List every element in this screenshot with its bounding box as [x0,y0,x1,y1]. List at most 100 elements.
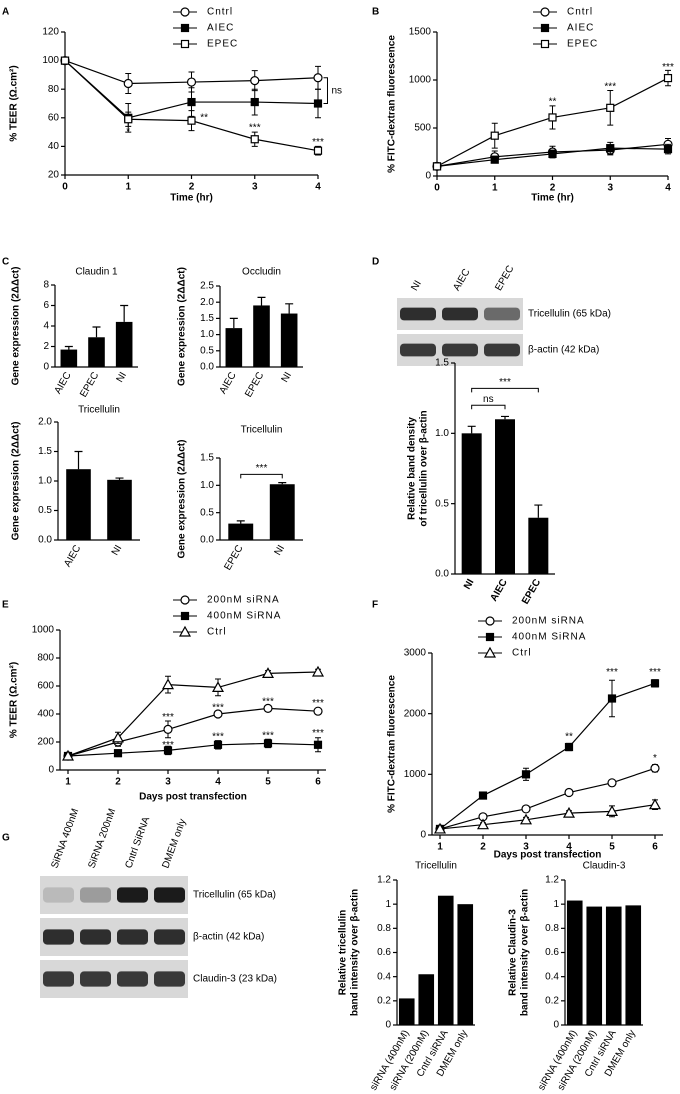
legend-marker [540,7,550,17]
y-tick-label: 1.0 [200,329,214,340]
legend-label: EPEC [567,39,598,50]
x-tick-label: 1 [65,777,71,788]
point [113,749,123,758]
band [442,307,478,321]
chart-title: Occludin [242,267,281,278]
y-tick-label: 0.5 [200,507,214,518]
point [313,73,323,83]
point [476,818,490,830]
y-tick-label: 0 [385,1020,391,1031]
band-label: β-actin (42 kDa) [528,345,599,356]
point [311,665,325,677]
lane-label: NI [409,279,424,293]
error-bar [534,504,543,518]
legend-marker [485,616,495,626]
annotation: *** [162,740,174,751]
annotation: * [126,127,130,138]
y-tick-label: 8 [43,280,49,291]
x-tick-label: NI [462,577,477,591]
x-tick-label: 3 [523,842,529,853]
lane-label: AIEC [451,267,472,293]
x-tick-label: 4 [215,777,221,788]
annotation: * [653,753,657,764]
band [117,971,148,987]
y-tick-label: 1.5 [38,446,52,457]
y-tick-label: 0 [425,171,431,182]
annotation: *** [604,81,616,92]
x-tick-label: EPEC [222,543,245,572]
annotation: *** [312,137,324,148]
band [154,929,185,945]
error-bar [92,326,101,338]
y-tick-label: 80 [48,84,60,95]
y-axis-label: % TEER (Ω.cm²) [9,65,20,141]
lane-label: SiRNA 200nM [86,807,118,870]
y-tick-label: 0.6 [545,947,559,958]
annotation: *** [662,62,674,73]
bar [495,419,515,574]
bracket [471,404,506,410]
error-bar [74,450,83,470]
y-tick-label: 1500 [409,27,432,38]
legend-label: 400nM SiRNA [207,611,281,622]
y-tick-label: 0.2 [545,995,559,1006]
x-tick-label: 3 [252,182,258,193]
error-bar [115,477,124,480]
point [433,822,447,834]
y-tick-label: 500 [414,123,431,134]
y-tick-label: 4 [43,321,49,332]
band [43,929,74,945]
point [648,798,662,810]
point [519,813,533,825]
y-axis-label: Gene expression (2ΔΔct) [11,422,22,541]
x-tick-label: 2 [480,842,486,853]
x-tick-label: 3 [165,777,171,788]
legend-label: 200nM siRNA [512,616,585,627]
bar [107,479,132,540]
panel-label: F [372,600,378,611]
legend-marker [180,595,190,605]
band-label: Tricellulin (65 kDa) [528,309,611,320]
legend-marker [180,39,190,49]
y-tick-label: 60 [48,112,60,123]
point [250,76,260,86]
bracket-label: ns [331,85,342,96]
y-axis-label: Gene expression (2ΔΔct) [177,267,188,386]
y-tick-label: 20 [48,170,60,181]
legend-marker [485,632,495,642]
bar [566,900,583,1025]
band [80,929,111,945]
point [606,144,615,153]
error-bar [236,520,245,524]
bar [461,433,482,574]
point [650,679,660,688]
x-tick-label: EPEC [520,577,543,606]
point [163,746,173,755]
band [400,307,436,321]
y-tick-label: 1 [385,899,391,910]
x-tick-label: 6 [652,842,658,853]
point [313,99,323,108]
point [663,145,673,154]
legend-label: AIEC [567,23,594,34]
x-tick-label: 1 [492,183,498,194]
x-axis-label: Time (hr) [170,193,213,204]
y-tick-label: 1.0 [200,480,214,491]
y-tick-label: 400 [37,709,54,720]
bar [398,998,415,1025]
point [187,97,196,107]
legend-label: Cntrl [567,7,593,18]
band-label: β-actin (42 kDa) [193,932,264,943]
panel-label: D [372,257,379,268]
y-axis-label: Gene expression (2ΔΔct) [11,267,22,386]
x-tick-label: AIEC [62,543,83,569]
x-tick-label: 4 [665,183,671,194]
y-tick-label: 1.2 [545,875,559,886]
y-tick-label: 1 [553,899,559,910]
bar [586,906,603,1025]
point [606,103,615,112]
series-line [439,804,656,830]
y-tick-label: 100 [42,55,59,66]
band [80,971,111,987]
